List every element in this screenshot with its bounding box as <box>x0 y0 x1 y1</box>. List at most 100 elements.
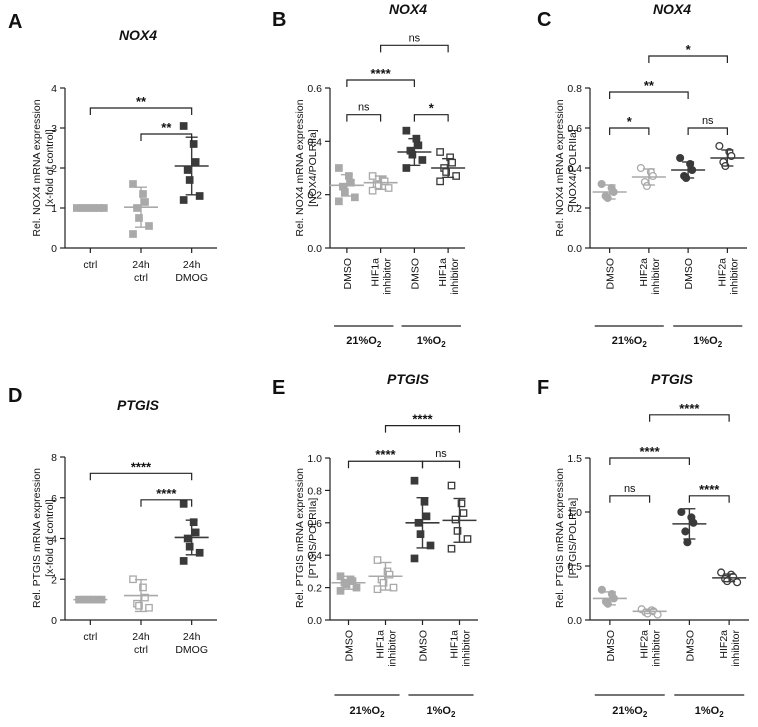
y-axis-label-line: Rel. PTGIS mRNA expression <box>294 468 306 608</box>
category-label-line: HIF1a <box>370 258 382 287</box>
data-point <box>463 535 472 543</box>
data-point <box>448 158 456 167</box>
data-point <box>436 177 444 186</box>
significance-label: * <box>686 42 692 57</box>
y-axis-label: Rel. PTGIS mRNA expression[x-fold of con… <box>31 468 56 608</box>
y-axis-label-line: Rel. PTGIS mRNA expression <box>31 468 43 608</box>
significance-bracket <box>609 495 651 503</box>
data-point <box>689 518 698 527</box>
category-label: DMSO <box>605 258 617 290</box>
group-label: 21%O2 <box>346 335 382 349</box>
y-tick-label: 4 <box>51 534 57 546</box>
group-label: 1%O2 <box>427 705 456 719</box>
category-label: HIF2ainhibitor <box>716 258 740 295</box>
data-point <box>373 556 382 564</box>
significance-label: ** <box>644 78 655 93</box>
data-point <box>653 610 662 619</box>
category-label-line: DMSO <box>605 630 617 662</box>
y-tick-label: 0 <box>51 615 57 627</box>
group-label: 1%O2 <box>417 335 446 349</box>
group-label-text: 21%O <box>612 705 643 717</box>
data-point <box>341 188 349 196</box>
y-tick-label: 6 <box>51 493 57 505</box>
category-label: ctrl <box>83 631 97 643</box>
category-label-line: 24h <box>132 259 150 271</box>
category-label-line: DMSO <box>418 630 430 662</box>
y-tick-label: 0.6 <box>307 518 322 530</box>
significance-label: **** <box>375 447 396 462</box>
group-label: 1%O2 <box>695 705 724 719</box>
y-tick-label: 1.5 <box>567 453 582 465</box>
panel-title: PTGIS <box>387 371 430 387</box>
group-label-text: 1%O <box>695 705 720 717</box>
data-point <box>389 583 398 592</box>
category-label-line: DMSO <box>344 630 356 662</box>
data-point <box>189 140 198 148</box>
category-label-line: DMOG <box>175 644 208 656</box>
panel-letter: B <box>272 9 286 31</box>
y-tick-label: 0.0 <box>567 243 582 255</box>
y-tick-label: 4 <box>51 83 57 95</box>
y-tick-label: 0.8 <box>307 485 322 497</box>
significance-label: ** <box>161 120 172 135</box>
significance-bracket <box>380 44 449 53</box>
significance-label: **** <box>699 482 720 497</box>
significance-bracket <box>687 127 728 135</box>
y-tick-label: 0.0 <box>307 615 322 627</box>
y-tick-label: 0.0 <box>567 615 582 627</box>
data-point <box>179 122 188 130</box>
data-point <box>129 230 137 238</box>
data-point <box>436 148 444 156</box>
category-label: DMSO <box>605 630 617 662</box>
data-point <box>418 156 427 164</box>
data-point <box>453 527 462 535</box>
category-label: HIF2ainhibitor <box>718 630 742 667</box>
data-point <box>451 515 460 524</box>
panel-d: D PTGIS 0 2 4 6 8 Rel. PTGIS mRNA expression[x-… <box>8 385 217 656</box>
data-point <box>683 538 692 547</box>
category-label: HIF1ainhibitor <box>370 258 394 295</box>
significance-bracket <box>89 472 193 481</box>
significance-bracket <box>89 107 193 115</box>
category-label-line: HIF1a <box>437 258 449 287</box>
panel-title: NOX4 <box>119 27 157 43</box>
y-tick-label: 0.2 <box>307 583 322 595</box>
data-point <box>189 518 198 527</box>
data-point <box>195 548 204 557</box>
y-axis-label: Rel. PTGIS mRNA expression[PTGIS/POLRIIa… <box>294 468 319 608</box>
significance-label: ns <box>624 483 636 495</box>
data-point <box>145 222 153 230</box>
significance-label: * <box>627 114 633 129</box>
y-tick-label: 0.5 <box>567 561 582 573</box>
category-label-line: 24h <box>183 631 201 643</box>
data-point <box>422 512 431 521</box>
category-label: HIF1ainhibitor <box>449 630 473 667</box>
y-tick-label: 8 <box>51 452 57 464</box>
panel-letter: A <box>8 11 22 33</box>
y-tick-label: 0.4 <box>567 163 582 175</box>
significance-label: **** <box>640 444 661 459</box>
y-tick-label: 0.8 <box>567 83 582 95</box>
significance-label: **** <box>679 401 700 416</box>
significance-label: **** <box>156 486 177 501</box>
data-point <box>342 580 351 589</box>
panel-title: PTGIS <box>117 397 160 413</box>
panel-letter: D <box>8 385 22 407</box>
category-label-line: inhibitor <box>651 630 663 667</box>
y-tick-label: 3 <box>51 123 57 135</box>
y-axis-label-line: Rel. NOX4 mRNA expression <box>294 99 306 236</box>
data-point <box>717 568 726 577</box>
panel-title: NOX4 <box>389 1 427 17</box>
group-label-subscript: 2 <box>451 710 456 719</box>
category-label-line: inhibitor <box>387 630 399 667</box>
data-point <box>676 153 685 163</box>
data-point <box>351 193 359 202</box>
data-point <box>179 557 188 565</box>
y-axis-label-line: [x-fold of control] <box>44 499 56 577</box>
data-point <box>380 177 389 186</box>
significance-bracket <box>609 457 690 465</box>
category-label-line: inhibitor <box>449 258 461 295</box>
category-label-line: inhibitor <box>461 630 473 667</box>
